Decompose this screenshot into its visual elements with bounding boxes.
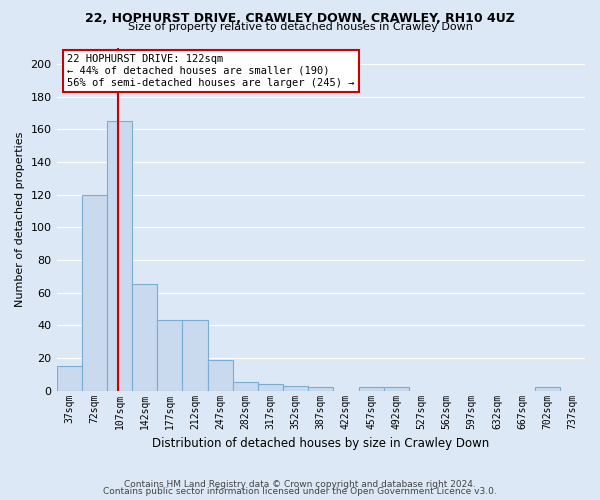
Bar	[132, 284, 157, 391]
Bar	[383, 388, 409, 390]
X-axis label: Distribution of detached houses by size in Crawley Down: Distribution of detached houses by size …	[152, 437, 490, 450]
Bar	[258, 384, 283, 390]
Bar	[535, 388, 560, 390]
Y-axis label: Number of detached properties: Number of detached properties	[15, 132, 25, 307]
Bar	[82, 194, 107, 390]
Text: Contains public sector information licensed under the Open Government Licence v3: Contains public sector information licen…	[103, 487, 497, 496]
Bar	[56, 366, 82, 390]
Bar	[308, 388, 334, 390]
Bar	[359, 388, 383, 390]
Bar	[233, 382, 258, 390]
Bar	[208, 360, 233, 390]
Text: Size of property relative to detached houses in Crawley Down: Size of property relative to detached ho…	[128, 22, 472, 32]
Bar	[107, 121, 132, 390]
Text: Contains HM Land Registry data © Crown copyright and database right 2024.: Contains HM Land Registry data © Crown c…	[124, 480, 476, 489]
Text: 22 HOPHURST DRIVE: 122sqm
← 44% of detached houses are smaller (190)
56% of semi: 22 HOPHURST DRIVE: 122sqm ← 44% of detac…	[67, 54, 355, 88]
Text: 22, HOPHURST DRIVE, CRAWLEY DOWN, CRAWLEY, RH10 4UZ: 22, HOPHURST DRIVE, CRAWLEY DOWN, CRAWLE…	[85, 12, 515, 26]
Bar	[283, 386, 308, 390]
Bar	[182, 320, 208, 390]
Bar	[157, 320, 182, 390]
